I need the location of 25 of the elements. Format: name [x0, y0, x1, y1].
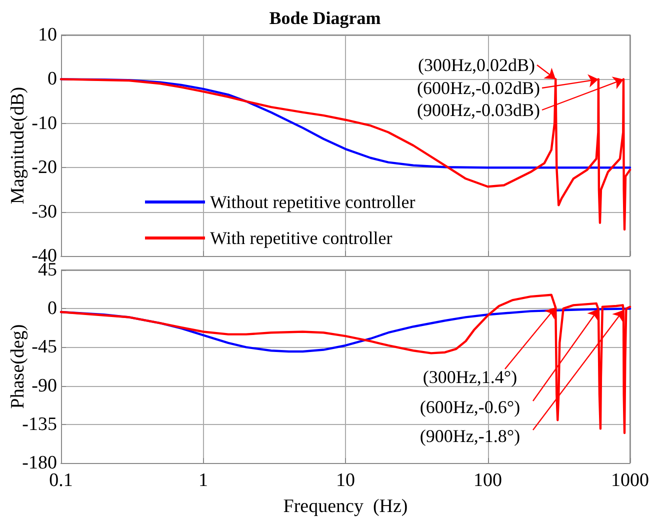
legend-label: Without repetitive controller [210, 192, 416, 212]
y-axis-title: Magnitude(dB) [8, 86, 28, 204]
x-tick-label: 100 [474, 470, 502, 491]
y-tick-label: 0 [48, 298, 57, 320]
annotation: (300Hz,1.4°) [422, 367, 518, 387]
x-tick-label: 1000 [611, 470, 649, 491]
x-tick-label: 1 [198, 470, 208, 491]
annotation: (900Hz,-1.8°) [420, 426, 520, 446]
x-tick-label: 10 [336, 470, 355, 491]
annotation: (300Hz,0.02dB) [418, 55, 536, 75]
annotation: (900Hz,-0.03dB) [417, 100, 540, 120]
y-tick-label: 0 [48, 68, 57, 90]
y-tick-label: 10 [38, 24, 57, 46]
legend-label: With repetitive controller [210, 228, 392, 248]
y-tick-label: -45 [32, 336, 57, 358]
y-axis-title: Phase(deg) [8, 324, 28, 409]
y-tick-label: -20 [32, 157, 57, 178]
x-axis-title: Frequency (Hz) [283, 496, 408, 517]
annotation: (600Hz,-0.6°) [420, 397, 520, 417]
annotation: (600Hz,-0.02dB) [417, 78, 540, 98]
y-tick-label: -10 [32, 112, 57, 134]
y-tick-label: -90 [32, 375, 57, 396]
y-tick-label: -135 [22, 414, 57, 435]
y-tick-label: -30 [32, 201, 57, 222]
chart-title: Bode Diagram [269, 8, 381, 28]
